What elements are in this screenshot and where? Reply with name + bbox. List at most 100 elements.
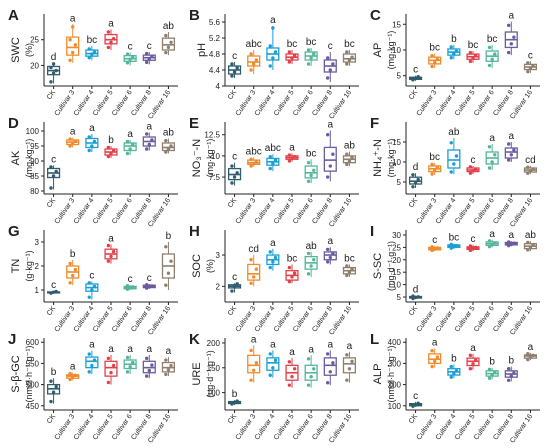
panel-label: B (189, 7, 200, 24)
significance-letter: cd (525, 155, 536, 166)
data-point (164, 50, 168, 55)
y-tick-label: 15 (392, 268, 401, 277)
data-point (531, 353, 535, 358)
data-point (287, 360, 292, 364)
data-point (345, 378, 349, 382)
significance-letter: a (509, 11, 515, 22)
data-point (413, 295, 418, 300)
data-point (287, 279, 292, 284)
significance-letter: a (328, 339, 334, 350)
significance-letter: c (128, 274, 133, 285)
significance-letter: a (270, 238, 276, 249)
data-point (51, 71, 56, 75)
data-point (235, 66, 239, 70)
data-point (506, 378, 511, 383)
data-point (411, 185, 415, 189)
y-tick-label: 80 (30, 187, 39, 196)
significance-letter: d (413, 162, 419, 173)
data-point (287, 265, 292, 270)
y-tick-label: 25 (392, 243, 401, 252)
significance-letter: c (128, 42, 133, 53)
x-tick-label: CK (46, 197, 58, 209)
data-point (449, 364, 453, 369)
data-point (526, 69, 530, 74)
data-point (169, 144, 173, 148)
y-tick-label: 100 (388, 402, 402, 411)
data-point (147, 57, 151, 61)
significance-letter: abc (246, 147, 262, 158)
y-tick-label: 12.5 (204, 131, 220, 140)
data-point (411, 404, 415, 408)
x-tick-label: CK (227, 305, 239, 317)
data-point (106, 30, 111, 34)
data-point (345, 62, 349, 66)
data-point (131, 360, 135, 365)
data-point (526, 165, 530, 169)
data-point (144, 132, 149, 136)
y-axis-unit: (mg·kg⁻¹) (205, 139, 215, 178)
significance-letter: b (451, 34, 457, 45)
y-tick-label: 300 (388, 359, 402, 368)
data-point (249, 157, 253, 161)
significance-letter: c (528, 50, 533, 61)
data-point (87, 281, 91, 285)
data-point (506, 50, 511, 55)
data-point (287, 50, 292, 54)
y-axis-title: SOC (191, 254, 203, 278)
data-point (49, 65, 53, 70)
data-point (232, 400, 237, 405)
data-point (147, 368, 151, 373)
data-point (328, 370, 332, 374)
significance-letter: c (471, 234, 476, 245)
data-point (49, 399, 53, 404)
significance-letter: cd (248, 244, 259, 255)
data-point (487, 239, 492, 243)
significance-letter: c (471, 155, 476, 166)
data-point (249, 164, 253, 168)
data-point (452, 371, 456, 376)
significance-letter: d (413, 285, 419, 296)
data-point (268, 373, 272, 377)
data-point (106, 45, 111, 50)
data-point (68, 144, 72, 148)
data-point (531, 64, 535, 68)
box (266, 357, 280, 371)
data-point (131, 285, 135, 289)
y-tick-label: 550 (26, 359, 40, 368)
data-point (164, 358, 168, 362)
data-point (487, 376, 492, 380)
data-point (144, 374, 149, 378)
data-point (92, 284, 97, 289)
box (323, 357, 337, 376)
data-point (254, 58, 259, 62)
data-point (506, 367, 511, 371)
significance-letter: a (328, 236, 334, 247)
data-point (347, 270, 352, 274)
data-point (331, 62, 335, 66)
y-tick-label: 10 (211, 152, 220, 161)
data-point (526, 248, 530, 252)
significance-letter: a (127, 344, 133, 355)
panel-label: C (370, 7, 381, 24)
data-point (331, 251, 335, 256)
panel-label: L (370, 331, 379, 348)
significance-letter: b (451, 353, 457, 364)
data-point (493, 153, 497, 157)
data-point (526, 171, 530, 175)
data-point (290, 156, 294, 161)
significance-letter: c (147, 41, 152, 52)
data-point (345, 152, 349, 156)
data-point (430, 364, 434, 369)
significance-letter: bc (487, 34, 498, 45)
data-point (90, 144, 94, 148)
data-point (164, 33, 168, 38)
data-point (128, 57, 132, 61)
significance-letter: a (509, 131, 515, 142)
data-point (292, 155, 297, 159)
y-axis-unit: (nmol·h⁻¹·g⁻¹) (24, 345, 34, 402)
data-point (87, 56, 91, 60)
panel-label: K (189, 331, 200, 348)
